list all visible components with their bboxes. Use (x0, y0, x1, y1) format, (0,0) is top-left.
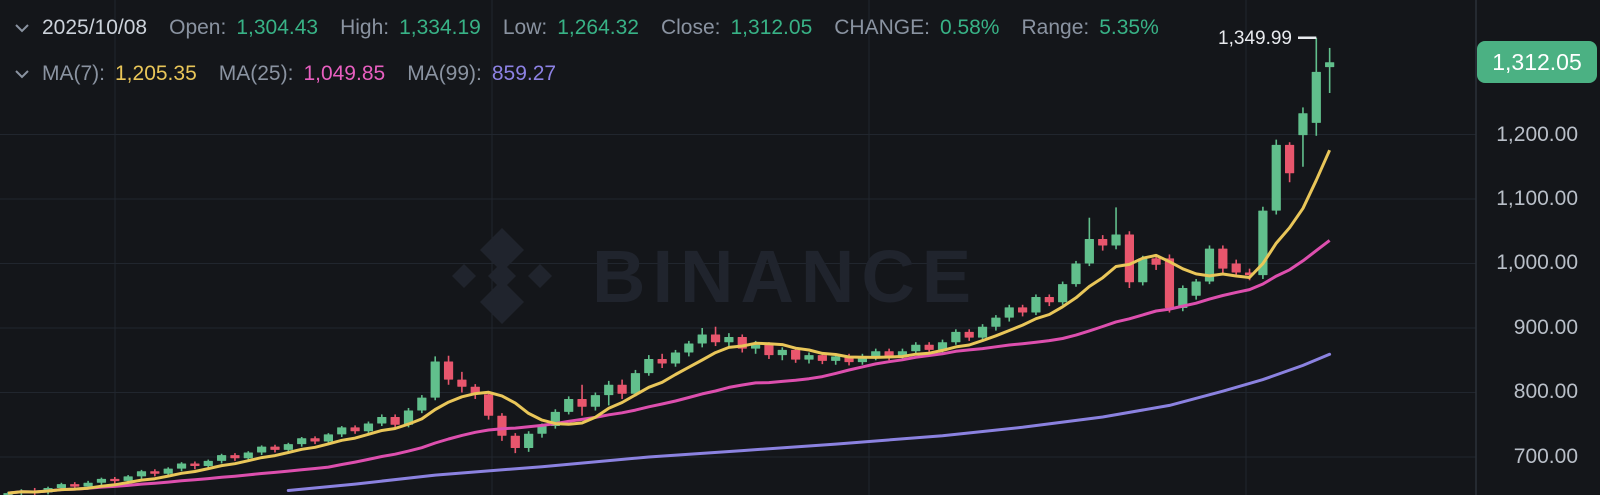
change-value: 0.58% (939, 16, 1000, 39)
candle-date: 2025/10/08 (42, 16, 148, 39)
high-label: High: (340, 16, 390, 39)
ma99-value: 859.27 (491, 62, 557, 85)
ma-legend: MA(7): 1,205.35 MA(25): 1,049.85 MA(99):… (14, 63, 578, 84)
high-value: 1,334.19 (399, 16, 481, 39)
ohlc-legend: 2025/10/08 Open: 1,304.43 High: 1,334.19… (14, 17, 1181, 38)
low-label: Low: (502, 16, 548, 39)
change-label: CHANGE: (834, 16, 930, 39)
ma7-value: 1,205.35 (115, 62, 197, 85)
high-price-annotation: 1,349.99 (1218, 27, 1292, 49)
price-axis-label: 800.00 (1513, 380, 1578, 403)
range-label: Range: (1021, 16, 1090, 39)
ma25-value: 1,049.85 (303, 62, 386, 85)
ma7-label: MA(7): (42, 62, 105, 85)
ma99-label: MA(99): (407, 62, 482, 85)
chevron-down-icon[interactable] (14, 69, 30, 79)
price-axis-label: 1,100.00 (1496, 187, 1578, 210)
price-axis-label: 1,000.00 (1496, 251, 1578, 274)
low-value: 1,264.32 (557, 16, 639, 39)
price-axis-label: 700.00 (1513, 445, 1578, 468)
moving-average-lines (7, 149, 1332, 495)
chevron-down-icon[interactable] (14, 23, 30, 33)
open-value: 1,304.43 (236, 16, 319, 39)
price-axis-label: 900.00 (1513, 316, 1578, 339)
close-value: 1,312.05 (730, 16, 813, 39)
ma25-label: MA(25): (218, 62, 294, 85)
price-axis-label: 1,200.00 (1496, 123, 1578, 146)
open-label: Open: (169, 16, 227, 39)
last-price-badge: 1,312.05 (1477, 41, 1597, 83)
range-value: 5.35% (1099, 16, 1159, 39)
candles-layer (3, 37, 1335, 495)
close-label: Close: (660, 16, 721, 39)
